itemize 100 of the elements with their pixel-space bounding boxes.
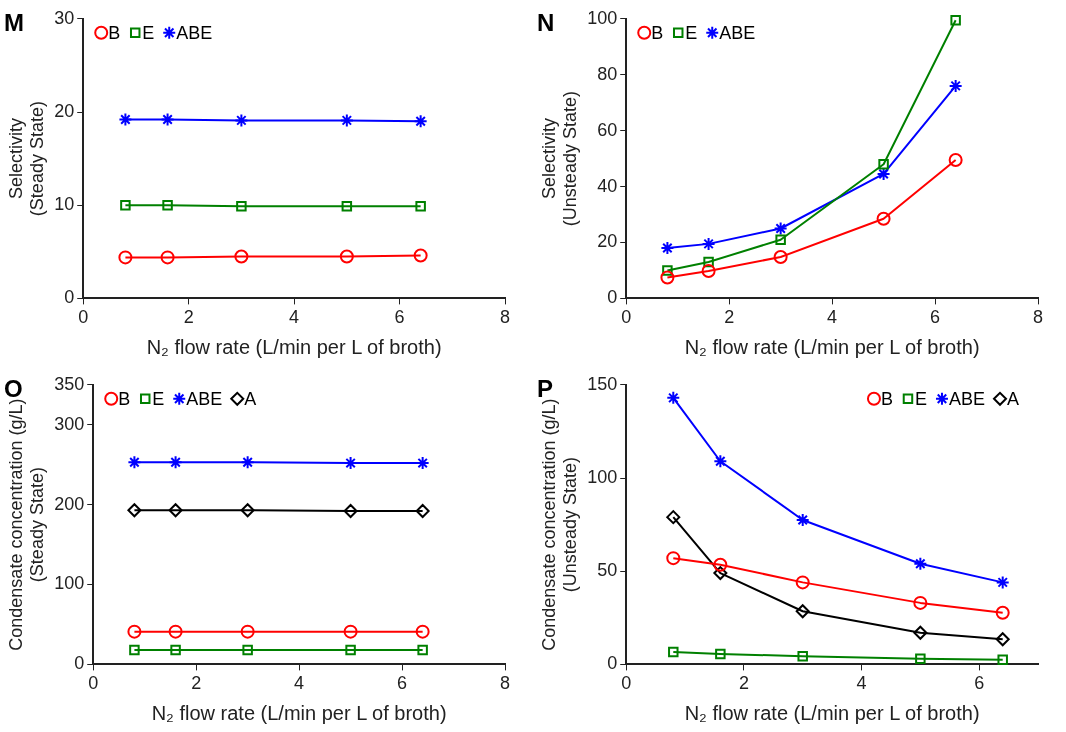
- x-tick-label: 0: [621, 673, 632, 694]
- point: [234, 113, 249, 128]
- point: [773, 250, 788, 265]
- point: [413, 248, 428, 263]
- point: [240, 503, 255, 518]
- point: [662, 265, 673, 276]
- x-tick-label: 2: [724, 307, 735, 328]
- x-tick-label: 4: [856, 673, 867, 694]
- x-tick-label: 2: [191, 673, 202, 694]
- point: [703, 256, 714, 268]
- legend-label: ABE: [948, 388, 986, 409]
- point: [415, 504, 430, 519]
- point: [713, 566, 728, 581]
- x-tick-label: 4: [289, 307, 300, 328]
- point: [950, 14, 961, 26]
- y-tick-label: 30: [54, 7, 75, 28]
- point: [795, 604, 810, 619]
- y-tick-label: 100: [587, 7, 618, 28]
- x-tick-label: 0: [621, 307, 632, 328]
- point: [415, 624, 430, 639]
- point: [995, 632, 1010, 647]
- y-axis-title: Selectivity (Steady State): [5, 101, 48, 217]
- point: [240, 455, 255, 470]
- x-tick-label: 6: [394, 307, 405, 328]
- point: [660, 270, 675, 285]
- point: [234, 249, 249, 264]
- point: [129, 644, 140, 656]
- point: [913, 556, 928, 571]
- point: [948, 153, 963, 167]
- y-tick-label: 80: [597, 63, 618, 84]
- y-tick-label: 150: [587, 373, 618, 394]
- legend-label: ABE: [186, 388, 223, 409]
- point: [339, 249, 354, 264]
- y-tick-label: 200: [54, 493, 85, 514]
- point: [913, 595, 928, 610]
- y-tick-label: 100: [587, 466, 618, 487]
- x-tick-label: 2: [738, 673, 749, 694]
- point: [876, 211, 891, 226]
- y-tick-label: 0: [64, 287, 75, 308]
- point: [948, 78, 963, 93]
- chart-title: M: [4, 9, 24, 37]
- y-tick-label: 0: [74, 653, 85, 674]
- point: [127, 503, 142, 518]
- legend-label: ABE: [176, 22, 213, 43]
- y-tick-label: 20: [54, 100, 75, 121]
- y-tick-label: 300: [54, 413, 85, 434]
- point: [345, 644, 356, 656]
- point: [343, 624, 358, 639]
- point: [995, 605, 1010, 620]
- point: [168, 503, 183, 518]
- y-tick-label: 20: [597, 231, 618, 252]
- point: [168, 455, 183, 470]
- legend-label: A: [244, 388, 257, 409]
- point: [120, 199, 131, 211]
- x-axis-title: N₂ flow rate (L/min per L of broth): [151, 701, 447, 724]
- point: [240, 624, 255, 639]
- x-tick-label: 6: [974, 673, 985, 694]
- point: [668, 646, 679, 658]
- legend-label: B: [651, 22, 664, 43]
- point: [236, 200, 247, 212]
- point: [660, 241, 675, 256]
- x-axis-title: N₂ flow rate (L/min per L of broth): [146, 335, 442, 358]
- point: [118, 112, 133, 127]
- point: [797, 650, 808, 662]
- point: [242, 644, 253, 656]
- point: [915, 653, 926, 665]
- point: [713, 557, 728, 572]
- point: [666, 551, 681, 566]
- y-tick-label: 0: [607, 287, 618, 308]
- point: [701, 264, 716, 278]
- point: [713, 454, 728, 469]
- x-tick-label: 8: [499, 307, 511, 328]
- legend-label: B: [880, 388, 893, 409]
- point: [913, 625, 928, 640]
- y-tick-label: 0: [607, 653, 618, 674]
- point: [413, 114, 428, 129]
- y-axis-title: Selectivity (Unsteady State): [538, 91, 581, 227]
- point: [997, 654, 1008, 665]
- point: [127, 624, 142, 639]
- point: [417, 644, 428, 656]
- point: [343, 456, 358, 471]
- point: [170, 644, 181, 656]
- legend-label: E: [685, 22, 698, 43]
- y-tick-label: 350: [54, 373, 85, 394]
- chart-title: N: [537, 9, 555, 37]
- legend-label: ABE: [719, 22, 756, 43]
- x-axis-title: N₂ flow rate (L/min per L of broth): [684, 701, 980, 724]
- x-tick-label: 6: [397, 673, 408, 694]
- x-axis-title: N₂ flow rate (L/min per L of broth): [684, 335, 980, 358]
- point: [715, 648, 726, 660]
- point: [701, 236, 716, 251]
- y-tick-label: 100: [54, 573, 85, 594]
- point: [795, 512, 810, 527]
- point: [666, 390, 681, 405]
- y-tick-label: 60: [597, 119, 618, 140]
- legend-label: B: [108, 22, 121, 43]
- x-tick-label: 8: [1032, 307, 1044, 328]
- point: [878, 158, 889, 170]
- point: [775, 234, 786, 245]
- x-tick-label: 2: [183, 307, 194, 328]
